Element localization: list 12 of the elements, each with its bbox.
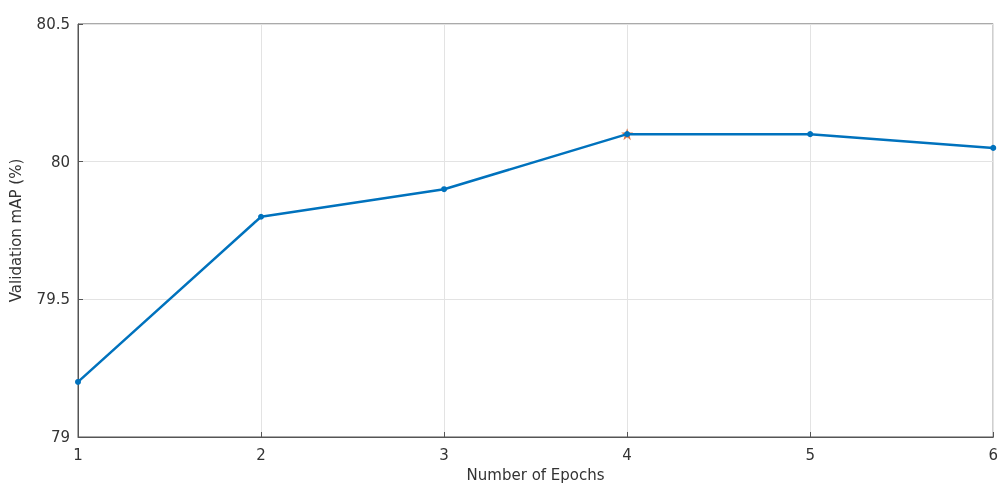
y-axis-title: Validation mAP (%)	[6, 158, 25, 303]
x-tick-label: 2	[256, 445, 266, 464]
y-tick-label: 79	[50, 428, 70, 446]
y-tick-label: 80	[50, 152, 70, 171]
x-tick-label: 5	[805, 445, 815, 464]
y-tick-label: 80.5	[36, 15, 70, 33]
x-tick-label: 1	[73, 445, 83, 464]
x-axis-title: Number of Epochs	[466, 465, 605, 484]
x-tick-label: 6	[988, 445, 998, 464]
y-tick-label: 79.5	[36, 290, 70, 309]
x-tick-label: 3	[439, 445, 449, 464]
x-tick-label: 4	[622, 445, 632, 464]
